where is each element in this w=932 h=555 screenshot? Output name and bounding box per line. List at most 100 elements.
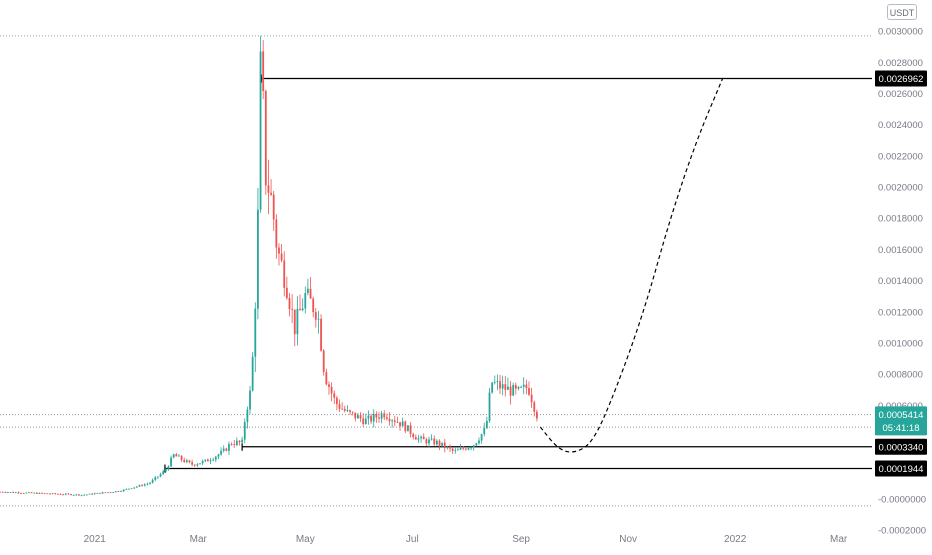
candle-body-179 — [470, 447, 472, 449]
candle-body-112 — [293, 309, 296, 335]
candle-11 — [28, 491, 30, 494]
candle-body-160 — [420, 436, 422, 439]
candles — [0, 35, 538, 497]
candle-body-56 — [146, 483, 149, 485]
candle-body-181 — [475, 443, 478, 446]
candle-14 — [35, 491, 38, 494]
candle-body-75 — [196, 464, 199, 466]
y-axis-background — [872, 0, 932, 550]
candle-127 — [333, 390, 336, 404]
candle-71 — [185, 458, 188, 464]
candle-body-151 — [396, 422, 399, 423]
y-tick-label-9: 0.0012000 — [878, 307, 923, 318]
candle-74 — [193, 464, 196, 467]
candle-body-94 — [246, 409, 249, 423]
candle-8 — [20, 492, 22, 494]
candle-100 — [262, 40, 265, 100]
candle-129 — [338, 399, 341, 413]
candle-body-88 — [230, 444, 233, 445]
candle-body-198 — [520, 386, 522, 388]
candle-body-174 — [457, 449, 459, 451]
candle-170 — [446, 445, 449, 450]
candle-146 — [383, 410, 386, 421]
candle-body-124 — [325, 371, 328, 385]
candle-body-154 — [404, 421, 407, 432]
candle-body-68 — [178, 455, 180, 457]
horizontal-levels[interactable] — [164, 74, 872, 473]
candle-83 — [217, 453, 220, 459]
candle-body-35 — [91, 493, 94, 495]
candle-96 — [251, 352, 254, 392]
candle-4 — [9, 491, 12, 493]
candle-186 — [488, 387, 491, 423]
candle-144 — [378, 411, 380, 423]
candle-body-70 — [183, 459, 186, 463]
candle-body-187 — [491, 382, 494, 393]
candle-27 — [70, 493, 72, 496]
candle-84 — [220, 447, 222, 456]
candle-body-92 — [241, 439, 244, 443]
candle-165 — [433, 435, 436, 446]
candle-200 — [525, 379, 528, 395]
candle-body-192 — [504, 384, 507, 390]
y-tick-label-8: 0.0014000 — [878, 276, 923, 287]
candle-body-150 — [393, 420, 396, 423]
candle-17 — [43, 493, 46, 495]
candle-body-18 — [46, 493, 49, 495]
candle-body-175 — [459, 447, 462, 450]
candle-10 — [25, 492, 28, 494]
candle-43 — [112, 491, 115, 493]
currency-badge[interactable]: USDT — [887, 4, 917, 20]
candle-172 — [451, 447, 454, 455]
candle-60 — [157, 476, 159, 480]
candle-body-134 — [351, 411, 354, 413]
candle-body-182 — [478, 440, 480, 444]
candle-body-82 — [214, 456, 217, 460]
candle-body-63 — [164, 469, 167, 472]
candle-body-31 — [80, 494, 83, 496]
candle-153 — [401, 417, 404, 427]
candle-body-69 — [180, 455, 183, 460]
candle-body-145 — [380, 413, 383, 419]
candle-body-32 — [83, 494, 86, 496]
candle-body-194 — [509, 386, 512, 396]
candle-body-169 — [443, 442, 446, 449]
candle-body-5 — [12, 492, 15, 493]
candle-145 — [380, 410, 383, 424]
candle-body-40 — [104, 492, 107, 494]
candle-body-200 — [525, 384, 528, 389]
candle-203 — [533, 400, 536, 417]
candle-103 — [270, 179, 272, 196]
candle-169 — [443, 439, 446, 453]
candle-199 — [522, 377, 525, 395]
candle-48 — [125, 488, 128, 490]
candle-134 — [351, 411, 354, 416]
candle-106 — [278, 243, 280, 266]
candle-body-96 — [251, 356, 254, 391]
candle-body-45 — [117, 491, 120, 493]
candle-body-138 — [362, 418, 365, 425]
candle-46 — [120, 490, 122, 493]
candle-49 — [128, 488, 130, 490]
candle-168 — [441, 442, 444, 448]
candle-body-180 — [472, 445, 475, 448]
candle-139 — [364, 413, 367, 425]
candle-37 — [96, 492, 99, 494]
candle-body-110 — [288, 297, 291, 310]
candle-154 — [404, 420, 407, 434]
candle-body-142 — [372, 413, 375, 422]
candle-body-196 — [514, 385, 517, 389]
dotted-reference-lines — [0, 35, 872, 507]
candle-body-10 — [25, 492, 28, 494]
candle-body-159 — [417, 438, 420, 440]
candle-57 — [149, 482, 151, 485]
candle-body-128 — [335, 397, 338, 405]
candle-body-103 — [270, 192, 272, 195]
candle-160 — [420, 435, 422, 443]
candle-body-84 — [220, 450, 222, 455]
candle-56 — [146, 482, 149, 486]
y-tick-label-2: 0.0026000 — [878, 89, 923, 100]
y-tick-label-3: 0.0024000 — [878, 120, 923, 131]
